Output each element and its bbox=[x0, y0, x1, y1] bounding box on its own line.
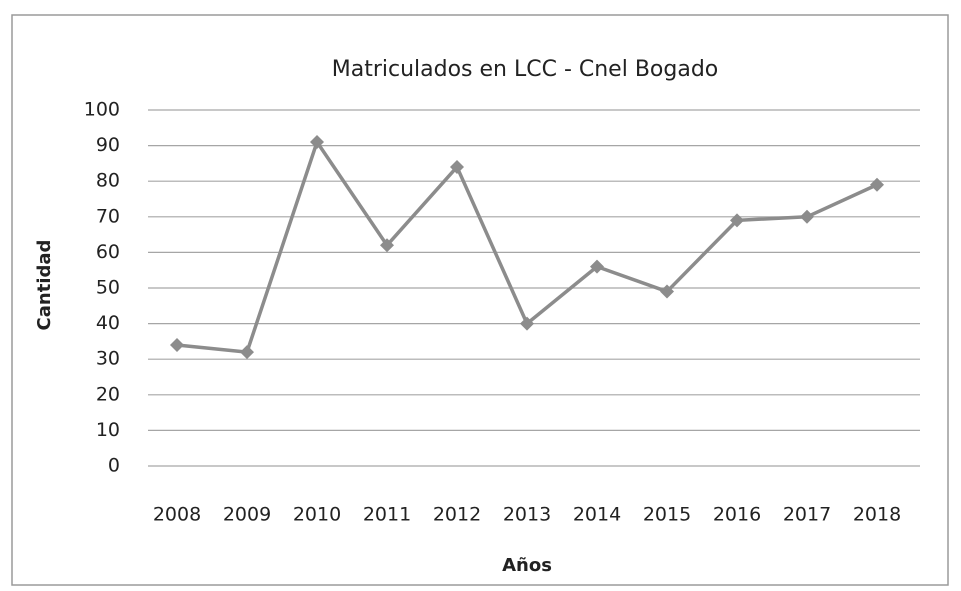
x-tick-label: 2009 bbox=[223, 504, 271, 526]
chart-frame bbox=[11, 14, 949, 586]
x-tick-label: 2017 bbox=[783, 504, 831, 526]
x-axis-label: Años bbox=[502, 555, 552, 576]
y-tick-label: 60 bbox=[96, 241, 120, 263]
marker bbox=[520, 316, 534, 331]
marker bbox=[380, 238, 394, 253]
y-tick-label: 20 bbox=[96, 383, 120, 405]
marker bbox=[730, 213, 744, 228]
x-tick-label: 2008 bbox=[153, 504, 201, 526]
x-tick-label: 2016 bbox=[713, 504, 761, 526]
x-tick-label: 2015 bbox=[643, 504, 691, 526]
marker bbox=[450, 159, 464, 174]
x-tick-label: 2018 bbox=[853, 504, 901, 526]
y-tick-label: 40 bbox=[96, 312, 120, 334]
y-tick-label: 100 bbox=[84, 99, 120, 121]
y-tick-label: 10 bbox=[96, 419, 120, 441]
y-tick-label: 30 bbox=[96, 348, 120, 370]
marker bbox=[870, 177, 884, 192]
marker bbox=[240, 345, 254, 360]
x-tick-label: 2011 bbox=[363, 504, 411, 526]
marker bbox=[170, 337, 184, 352]
y-tick-label: 80 bbox=[96, 170, 120, 192]
marker bbox=[660, 284, 674, 299]
y-axis-label: Cantidad bbox=[34, 240, 55, 331]
marker bbox=[590, 259, 604, 274]
marker bbox=[310, 135, 324, 150]
chart-title: Matriculados en LCC - Cnel Bogado bbox=[332, 57, 719, 82]
x-tick-label: 2014 bbox=[573, 504, 621, 526]
x-tick-label: 2010 bbox=[293, 504, 341, 526]
marker bbox=[800, 209, 814, 224]
y-tick-label: 50 bbox=[96, 277, 120, 299]
x-tick-label: 2013 bbox=[503, 504, 551, 526]
y-tick-label: 0 bbox=[108, 455, 120, 477]
x-tick-label: 2012 bbox=[433, 504, 481, 526]
y-tick-label: 70 bbox=[96, 205, 120, 227]
y-tick-label: 90 bbox=[96, 134, 120, 156]
